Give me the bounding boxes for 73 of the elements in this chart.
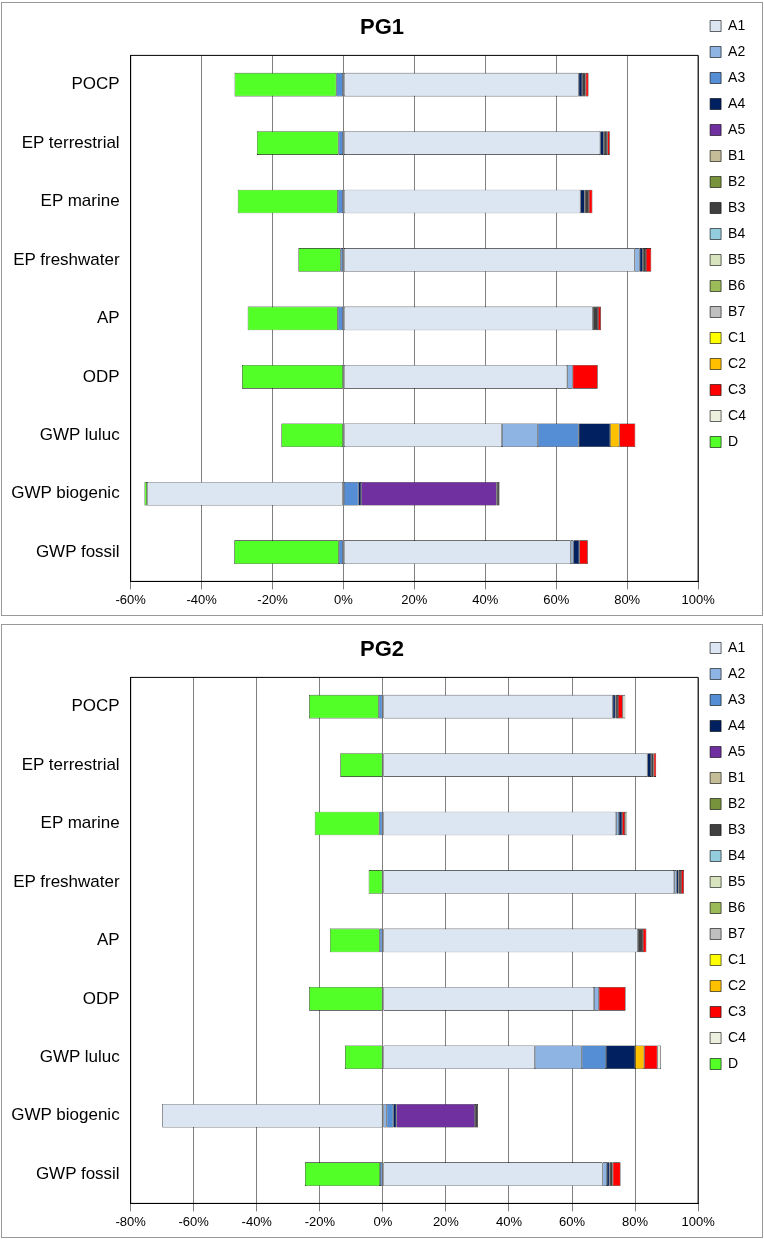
x-tick-label: -20% (257, 591, 289, 607)
legend-label: A5 (728, 120, 746, 137)
y-tick-label: ODP (82, 366, 120, 386)
legend-label: B2 (728, 172, 746, 189)
legend-label: B5 (728, 872, 746, 889)
legend-label: A4 (728, 716, 746, 733)
x-tick-label: 40% (495, 1213, 523, 1229)
x-tick-label: 60% (543, 591, 570, 607)
legend-label: A2 (728, 664, 746, 681)
y-tick-label: EP freshwater (13, 249, 120, 269)
legend-label: C2 (728, 976, 747, 993)
y-tick-label: POCP (71, 696, 120, 716)
legend-label: B6 (728, 276, 746, 293)
x-tick-label: 80% (622, 1213, 649, 1229)
legend-label: A3 (728, 68, 746, 85)
x-tick-label: -60% (115, 591, 147, 607)
legend-label: B4 (728, 846, 746, 863)
legend-label: B7 (728, 924, 746, 941)
legend-label: A2 (728, 42, 746, 59)
y-tick-label: AP (96, 308, 120, 328)
y-tick-label: POCP (71, 74, 120, 94)
legend-label: C4 (728, 406, 747, 423)
y-tick-label: GWP fossil (35, 1163, 120, 1183)
y-tick-label: ODP (82, 988, 120, 1008)
y-tick-label: EP freshwater (13, 871, 120, 891)
x-tick-label: 60% (558, 1213, 586, 1229)
legend-label: B3 (728, 198, 746, 215)
legend-label: B1 (728, 146, 746, 163)
x-tick-label: 20% (432, 1213, 460, 1229)
y-tick-label: AP (96, 930, 120, 950)
legend-label: B4 (728, 224, 746, 241)
legend-label: A4 (728, 94, 746, 111)
x-tick-label: 100% (681, 591, 716, 607)
legend-label: C4 (728, 1028, 747, 1045)
y-tick-label: GWP luluc (39, 1046, 121, 1066)
legend-label: C1 (728, 950, 747, 967)
x-tick-label: 100% (681, 1213, 716, 1229)
legend-label: B7 (728, 302, 746, 319)
x-tick-label: -60% (178, 1213, 210, 1229)
x-tick-label: -40% (241, 1213, 273, 1229)
y-tick-label: EP marine (40, 813, 120, 833)
legend-label: A1 (728, 638, 746, 655)
x-tick-label: 20% (401, 591, 428, 607)
legend-label: D (728, 432, 739, 449)
y-tick-label: GWP biogenic (11, 1105, 121, 1125)
y-tick-label: EP terrestrial (21, 132, 120, 152)
legend-label: B1 (728, 768, 746, 785)
legend-label: C2 (728, 354, 747, 371)
x-tick-label: 80% (614, 591, 641, 607)
chart-title: PG1 (359, 14, 405, 40)
legend-label: A1 (728, 16, 746, 33)
y-tick-label: GWP luluc (39, 424, 121, 444)
legend-label: B5 (728, 250, 746, 267)
legend-label: B3 (728, 820, 746, 837)
legend-label: B6 (728, 898, 746, 915)
legend-label: C3 (728, 1002, 747, 1019)
legend-label: A3 (728, 690, 746, 707)
x-tick-label: -80% (115, 1213, 147, 1229)
y-tick-label: GWP fossil (35, 541, 120, 561)
legend-label: D (728, 1054, 739, 1071)
x-tick-label: -20% (304, 1213, 336, 1229)
chart-title: PG2 (359, 636, 405, 662)
x-tick-label: 0% (334, 591, 354, 607)
x-tick-label: 40% (472, 591, 499, 607)
legend-label: C3 (728, 380, 747, 397)
y-tick-label: EP marine (40, 191, 120, 211)
y-tick-label: EP terrestrial (21, 754, 120, 774)
legend-label: C1 (728, 328, 747, 345)
y-tick-label: GWP biogenic (11, 483, 121, 503)
legend-label: A5 (728, 742, 746, 759)
legend-label: B2 (728, 794, 746, 811)
x-tick-label: 0% (373, 1213, 393, 1229)
x-tick-label: -40% (186, 591, 218, 607)
